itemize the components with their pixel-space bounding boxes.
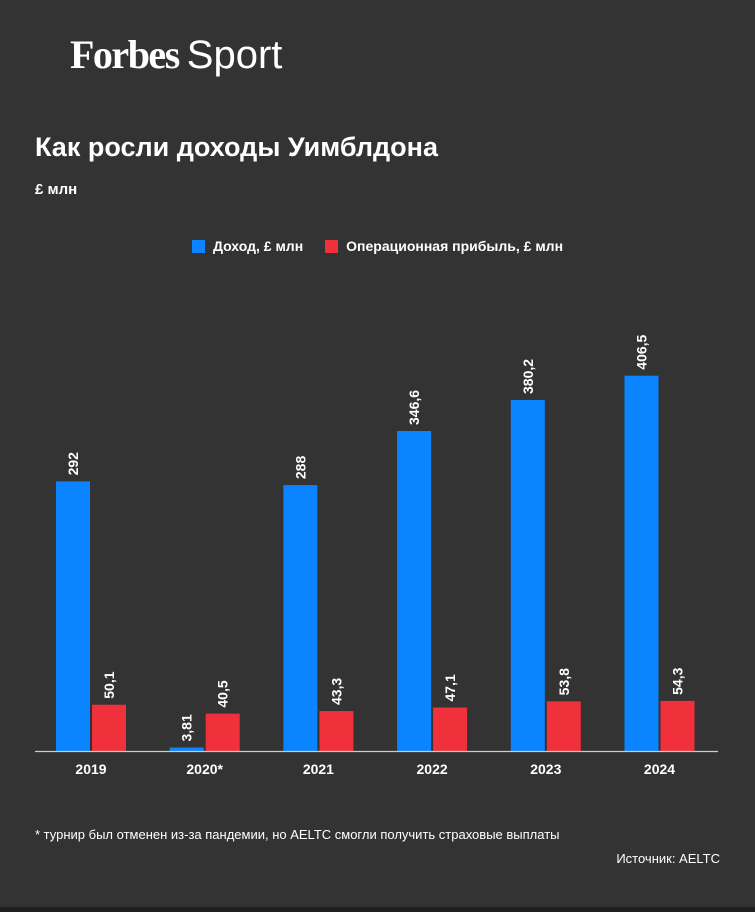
x-tick-label-1: 2020* [186, 761, 223, 777]
legend-item-revenue: Доход, £ млн [191, 238, 304, 254]
source-note: Источник: AELTC [616, 851, 720, 866]
footnote: * турнир был отменен из-за пандемии, но … [35, 827, 560, 842]
data-label-profit-0: 50,1 [101, 671, 117, 698]
chart-legend: Доход, £ млн Операционная прибыль, £ млн [0, 238, 755, 254]
data-label-revenue-2: 288 [292, 456, 308, 480]
x-tick-label-5: 2024 [644, 761, 675, 777]
data-label-profit-4: 53,8 [556, 668, 572, 695]
forbes-sport-logo: Forbes Sport [70, 32, 282, 78]
data-label-revenue-0: 292 [65, 452, 81, 476]
bar-revenue-5 [624, 375, 659, 751]
bar-revenue-0 [56, 481, 90, 751]
x-tick-label-3: 2022 [417, 761, 448, 777]
data-label-profit-1: 40,5 [215, 680, 231, 707]
x-tick-label-4: 2023 [530, 761, 561, 777]
legend-label-revenue: Доход, £ млн [212, 238, 304, 254]
logo-sport-text: Sport [186, 33, 283, 77]
bar-profit-3 [433, 707, 468, 751]
x-tick-label-0: 2019 [75, 761, 106, 777]
data-label-profit-2: 43,3 [328, 678, 344, 705]
data-label-revenue-4: 380,2 [520, 359, 536, 394]
bar-profit-1 [205, 713, 240, 751]
legend-swatch-profit [325, 239, 339, 253]
logo-forbes-text: Forbes [70, 32, 180, 77]
x-tick-label-2: 2021 [303, 761, 334, 777]
legend-swatch-revenue [191, 239, 205, 253]
data-label-profit-3: 47,1 [442, 674, 458, 701]
legend-label-profit: Операционная прибыль, £ млн [346, 238, 564, 254]
bar-profit-0 [92, 704, 126, 751]
legend-item-profit: Операционная прибыль, £ млн [325, 238, 563, 254]
chart-title: Как росли доходы Уимблдона [35, 132, 438, 162]
bar-profit-5 [660, 700, 695, 751]
bar-profit-2 [319, 711, 354, 751]
bar-revenue-4 [510, 399, 545, 751]
data-label-revenue-5: 406,5 [634, 334, 650, 369]
bar-revenue-1 [169, 747, 204, 751]
data-label-profit-5: 54,3 [670, 667, 686, 694]
bar-profit-4 [546, 701, 581, 751]
bar-revenue-2 [283, 485, 318, 751]
data-label-revenue-3: 346,6 [406, 390, 422, 425]
bar-revenue-3 [397, 430, 432, 751]
chart-subtitle: £ млн [35, 181, 78, 198]
bottom-divider [0, 907, 755, 912]
data-label-revenue-1: 3,81 [179, 714, 195, 741]
